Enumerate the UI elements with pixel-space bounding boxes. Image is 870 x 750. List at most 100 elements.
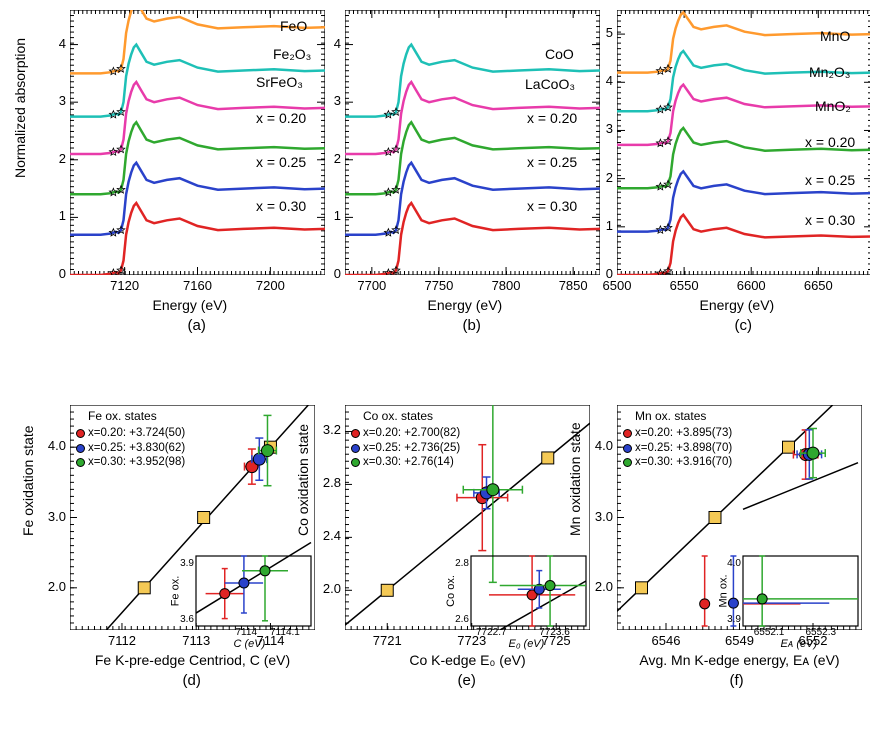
y-tick-label: 2 bbox=[327, 151, 341, 166]
series-label: SrFeO₃ bbox=[256, 74, 303, 90]
y-axis-label: Normalized absorption bbox=[12, 158, 28, 178]
series-label: Fe₂O₃ bbox=[273, 46, 311, 62]
data-point bbox=[261, 445, 273, 457]
x-axis-label: Fe K-pre-edge Centriod, C (eV) bbox=[60, 652, 325, 668]
legend-text: x=0.25: +3.898(70) bbox=[635, 441, 732, 456]
series-label: MnO₂ bbox=[815, 98, 851, 114]
inset-xlabel: C (eV) bbox=[234, 638, 266, 650]
ref-square-marker bbox=[198, 512, 210, 524]
y-axis-label: Co oxidation state bbox=[295, 516, 311, 536]
data-point bbox=[487, 484, 499, 496]
y-tick-label: 4 bbox=[52, 36, 66, 51]
legend-text: x=0.30: +3.916(70) bbox=[635, 455, 732, 470]
series-label: x = 0.30 bbox=[256, 198, 306, 214]
x-tick-label: 7800 bbox=[486, 278, 526, 293]
x-tick-label: 6600 bbox=[731, 278, 771, 293]
legend-row: x=0.30: +3.916(70) bbox=[623, 455, 732, 470]
data-point bbox=[807, 447, 819, 459]
legend-marker bbox=[623, 429, 632, 438]
x-tick-label: 7721 bbox=[365, 633, 409, 648]
series-label: x = 0.30 bbox=[805, 212, 855, 228]
x-axis-label: Energy (eV) bbox=[700, 297, 775, 313]
inset-ytick: 2.6 bbox=[451, 614, 469, 625]
series-label: x = 0.25 bbox=[527, 154, 577, 170]
legend-text: x=0.20: +3.724(50) bbox=[88, 426, 185, 441]
panel-label: (b) bbox=[463, 317, 481, 334]
series-label: x = 0.25 bbox=[256, 154, 306, 170]
y-axis-label: Fe oxidation state bbox=[20, 516, 36, 536]
inset-xtick: 7723.6 bbox=[539, 627, 570, 638]
y-tick-label: 3.2 bbox=[315, 422, 341, 437]
panel-label: (f) bbox=[730, 672, 744, 689]
y-tick-label: 3 bbox=[599, 121, 613, 136]
legend-text: x=0.20: +2.700(82) bbox=[363, 426, 460, 441]
ref-square-marker bbox=[709, 512, 721, 524]
y-tick-label: 0 bbox=[327, 266, 341, 281]
x-tick-label: 7750 bbox=[419, 278, 459, 293]
x-tick-label: 6546 bbox=[644, 633, 688, 648]
inset-ytick: 3.9 bbox=[723, 614, 741, 625]
series-label: CoO bbox=[545, 46, 574, 62]
legend-text: x=0.30: +3.952(98) bbox=[88, 455, 185, 470]
y-tick-label: 4 bbox=[599, 73, 613, 88]
y-axis-label: Mn oxidation state bbox=[567, 516, 583, 536]
legend-row: x=0.20: +2.700(82) bbox=[351, 426, 460, 441]
y-tick-label: 2 bbox=[599, 170, 613, 185]
legend-title: Fe ox. states bbox=[88, 409, 185, 425]
ref-square-marker bbox=[138, 582, 150, 594]
y-tick-label: 2.4 bbox=[315, 528, 341, 543]
legend-text: x=0.20: +3.895(73) bbox=[635, 426, 732, 441]
inset-xtick: 6552.1 bbox=[754, 627, 785, 638]
y-tick-label: 2.0 bbox=[40, 579, 66, 594]
series-label: x = 0.30 bbox=[527, 198, 577, 214]
x-axis-label: Co K-edge E₀ (eV) bbox=[335, 652, 600, 668]
y-tick-label: 4.0 bbox=[40, 438, 66, 453]
x-tick-label: 7113 bbox=[174, 633, 218, 648]
inset-ylabel: Mn ox. bbox=[718, 574, 730, 607]
y-tick-label: 1 bbox=[599, 218, 613, 233]
legend-marker bbox=[76, 458, 85, 467]
series-label: Mn₂O₃ bbox=[809, 64, 850, 80]
y-tick-label: 3 bbox=[327, 93, 341, 108]
legend-box: Fe ox. statesx=0.20: +3.724(50)x=0.25: +… bbox=[76, 409, 185, 470]
ref-square-marker bbox=[381, 584, 393, 596]
y-tick-label: 4.0 bbox=[587, 438, 613, 453]
y-tick-label: 3 bbox=[52, 93, 66, 108]
y-tick-label: 0 bbox=[52, 266, 66, 281]
legend-text: x=0.25: +3.830(62) bbox=[88, 441, 185, 456]
inset-ytick: 4.0 bbox=[723, 558, 741, 569]
x-tick-label: 7160 bbox=[178, 278, 218, 293]
x-tick-label: 6550 bbox=[664, 278, 704, 293]
legend-box: Mn ox. statesx=0.20: +3.895(73)x=0.25: +… bbox=[623, 409, 732, 470]
x-tick-label: 7700 bbox=[352, 278, 392, 293]
inset-xlabel: Eᴀ (eV) bbox=[781, 638, 818, 650]
legend-row: x=0.30: +3.952(98) bbox=[76, 455, 185, 470]
y-tick-label: 3.0 bbox=[40, 509, 66, 524]
legend-row: x=0.25: +3.830(62) bbox=[76, 441, 185, 456]
legend-row: x=0.20: +3.895(73) bbox=[623, 426, 732, 441]
inset-xtick: 7114 bbox=[236, 627, 258, 638]
panel-label: (a) bbox=[188, 317, 206, 334]
y-tick-label: 2.0 bbox=[315, 581, 341, 596]
x-tick-label: 6650 bbox=[798, 278, 838, 293]
legend-row: x=0.25: +2.736(25) bbox=[351, 441, 460, 456]
inset-ytick: 3.6 bbox=[176, 614, 194, 625]
legend-marker bbox=[351, 458, 360, 467]
series-label: x = 0.20 bbox=[805, 134, 855, 150]
legend-text: x=0.30: +2.76(14) bbox=[363, 455, 454, 470]
legend-row: x=0.30: +2.76(14) bbox=[351, 455, 460, 470]
ref-square-marker bbox=[542, 452, 554, 464]
legend-marker bbox=[351, 429, 360, 438]
inset-xtick: 6552.3 bbox=[806, 627, 837, 638]
x-tick-label: 7850 bbox=[553, 278, 593, 293]
legend-text: x=0.25: +2.736(25) bbox=[363, 441, 460, 456]
y-tick-label: 0 bbox=[599, 266, 613, 281]
series-label: MnO bbox=[820, 28, 850, 44]
inset-ytick: 2.8 bbox=[451, 558, 469, 569]
inset-xlabel: E₀ (eV) bbox=[509, 638, 545, 650]
y-tick-label: 2 bbox=[52, 151, 66, 166]
y-tick-label: 3.0 bbox=[587, 509, 613, 524]
panel-label: (c) bbox=[735, 317, 753, 334]
series-label: x = 0.20 bbox=[527, 110, 577, 126]
y-tick-label: 2.8 bbox=[315, 475, 341, 490]
